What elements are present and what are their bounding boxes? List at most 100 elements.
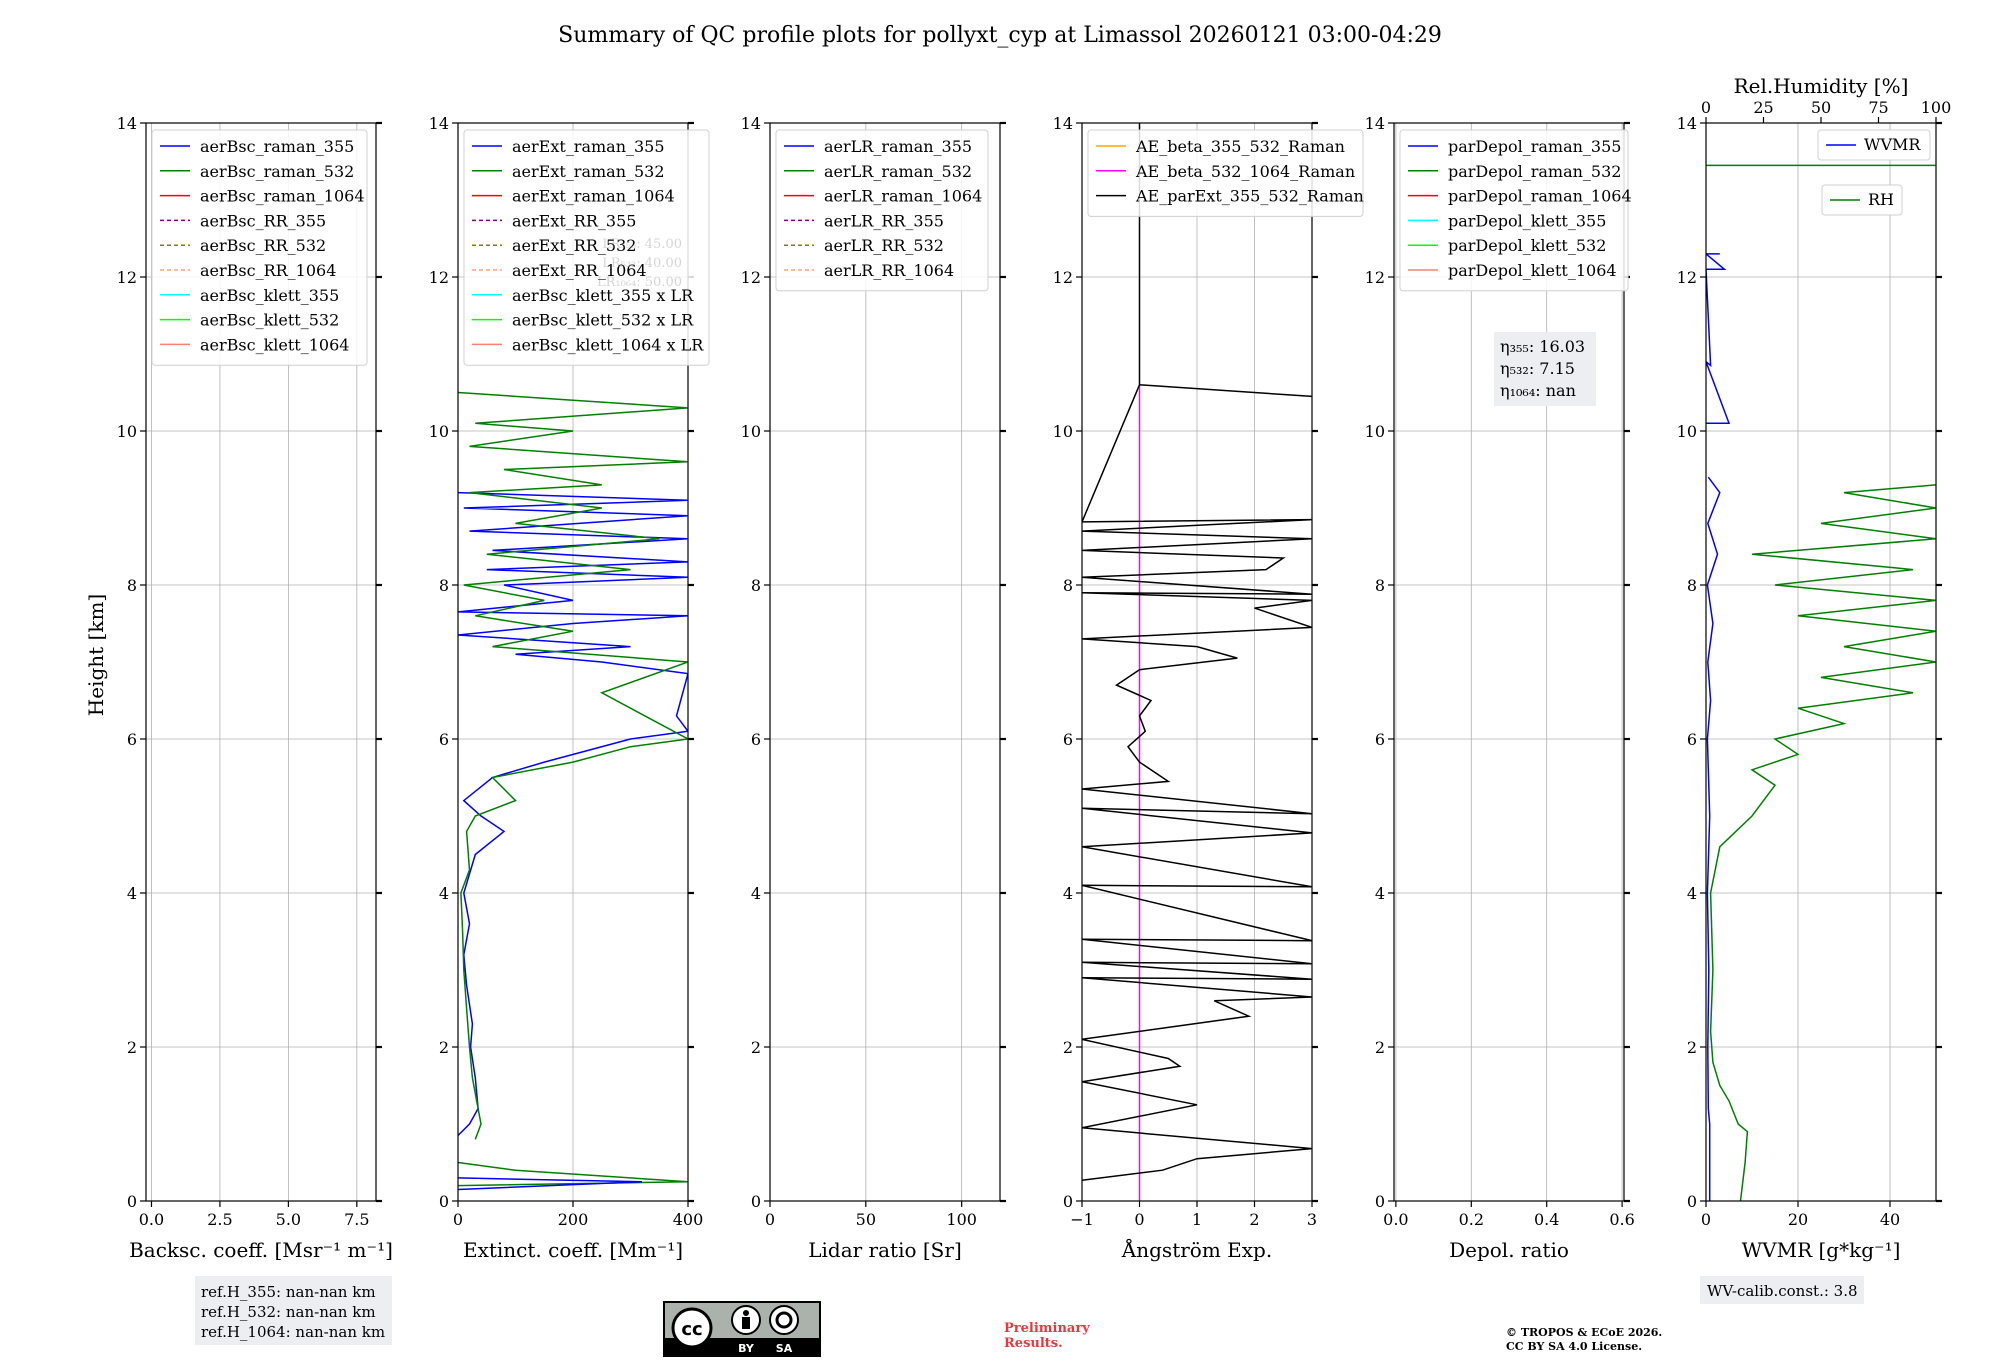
x-tick-label: 40 (1880, 1210, 1900, 1229)
x-tick-label: 3 (1307, 1210, 1317, 1229)
y-tick-label: 2 (1375, 1038, 1385, 1057)
y-tick-label: 14 (1365, 114, 1385, 133)
eta-box (1494, 332, 1596, 406)
y-tick-label: 12 (429, 268, 449, 287)
legend-box (463, 129, 710, 366)
series-aerExt_raman_355 (458, 491, 688, 1137)
y-tick-label: 14 (117, 114, 137, 133)
y-tick-label: 6 (127, 730, 137, 749)
legend-label: aerBsc_RR_532 (200, 236, 326, 255)
y-tick-label: 12 (741, 268, 761, 287)
panel-lidar_ratio: 0 2 4 6 8 10 12 14 0 50 100 Lidar ratio [Sr] aerLR_r… (741, 114, 1006, 1262)
ref-height-box: ref.H_355: nan-nan km ref.H_532: nan-nan… (195, 1276, 392, 1345)
y-tick-label: 10 (1365, 422, 1385, 441)
legend-box-RH (1821, 184, 1903, 216)
x-axis-label: Lidar ratio [Sr] (808, 1238, 962, 1262)
series-aerExt_raman_532 (458, 391, 688, 1140)
top-tick-label: 100 (1921, 98, 1952, 117)
wv-calib-box: WV-calib.const.: 3.8 (1700, 1276, 1864, 1304)
panel-extinction: 0 2 4 6 8 10 12 14 0 200 400 Extinct. coeff. [Mm⁻¹]… (429, 114, 710, 1262)
x-tick-label: 0.2 (1459, 1210, 1484, 1229)
y-tick-label: 12 (1677, 268, 1697, 287)
legend-label: aerBsc_klett_355 x LR (512, 286, 694, 305)
legend-label: aerExt_raman_1064 (512, 187, 675, 206)
series-AE_parExt_355_532_Raman (1082, 123, 1312, 1181)
legend-label: parDepol_raman_532 (1448, 162, 1621, 181)
legend-label: aerBsc_RR_355 (200, 211, 326, 230)
legend-label: aerExt_RR_355 (512, 211, 636, 230)
copyright-note: © TROPOS & ECoE 2026. CC BY SA 4.0 Licen… (1506, 1326, 1662, 1353)
y-tick-label: 4 (127, 884, 137, 903)
legend-label: AE_beta_355_532_Raman (1135, 137, 1345, 156)
y-tick-label: 0 (751, 1192, 761, 1211)
x-tick-label: 100 (946, 1210, 977, 1229)
legend-label: RH (1868, 190, 1894, 209)
y-tick-label: 14 (429, 114, 449, 133)
y-tick-label: 4 (1375, 884, 1385, 903)
y-tick-label: 6 (439, 730, 449, 749)
x-axis-label: Extinct. coeff. [Mm⁻¹] (463, 1238, 683, 1262)
y-tick-label: 14 (1677, 114, 1697, 133)
y-tick-label: 8 (751, 576, 761, 595)
legend-label: aerLR_RR_355 (824, 211, 944, 230)
y-tick-label: 2 (751, 1038, 761, 1057)
copyright-line-2: CC BY SA 4.0 License. (1506, 1340, 1642, 1353)
series-aerExt_raman_355_low (458, 1177, 643, 1191)
eta-label: η₅₃₂: 7.15 (1500, 359, 1575, 378)
y-tick-label: 6 (1687, 730, 1697, 749)
y-tick-label: 10 (429, 422, 449, 441)
y-tick-label: 4 (751, 884, 761, 903)
top-tick-label: 0 (1701, 98, 1711, 117)
legend-label: aerBsc_klett_1064 x LR (512, 335, 704, 354)
legend-label: parDepol_raman_1064 (1448, 187, 1632, 206)
x-tick-label: 0 (453, 1210, 463, 1229)
series-aerExt_raman_532_low (458, 1161, 688, 1187)
y-tick-label: 10 (1677, 422, 1697, 441)
cc-by-sa-badge: cc BY SA (663, 1301, 821, 1357)
y-tick-label: 2 (1687, 1038, 1697, 1057)
y-tick-label: 10 (117, 422, 137, 441)
top-tick-label: 25 (1753, 98, 1773, 117)
x-tick-label: 2.5 (207, 1210, 232, 1229)
legend-label: aerBsc_klett_532 x LR (512, 311, 694, 330)
x-tick-label: 0.4 (1534, 1210, 1559, 1229)
y-tick-label: 12 (1053, 268, 1073, 287)
legend-label: aerBsc_raman_532 (200, 162, 354, 181)
x-tick-label: 200 (558, 1210, 589, 1229)
y-tick-label: 0 (439, 1192, 449, 1211)
x-tick-label: 0 (1701, 1210, 1711, 1229)
legend-box (775, 129, 989, 292)
top-axis-label: Rel.Humidity [%] (1734, 74, 1909, 98)
legend-label: aerExt_RR_532 (512, 236, 636, 255)
legend-label: aerExt_raman_532 (512, 162, 665, 181)
legend-box (1087, 129, 1364, 217)
lidar-ratio-note: LR₅₃₂: 40.00 (602, 256, 682, 271)
legend-label: aerLR_raman_532 (824, 162, 972, 181)
y-tick-label: 2 (1063, 1038, 1073, 1057)
x-tick-label: 0.0 (1383, 1210, 1408, 1229)
top-tick-label: 50 (1811, 98, 1831, 117)
legend-box-WVMR (1817, 129, 1931, 161)
legend-label: aerExt_RR_1064 (512, 261, 647, 280)
x-tick-label: 0.6 (1609, 1210, 1634, 1229)
x-axis-label: Depol. ratio (1449, 1238, 1569, 1262)
axes-frame (1705, 122, 1937, 1202)
series-WVMR_high (1706, 253, 1731, 425)
preliminary-note: Preliminary Results. (1004, 1321, 1090, 1351)
y-tick-label: 12 (117, 268, 137, 287)
y-tick-label: 8 (439, 576, 449, 595)
x-tick-label: 0 (1134, 1210, 1144, 1229)
y-axis-label: Height [km] (84, 594, 108, 716)
legend-label: AE_beta_532_1064_Raman (1135, 162, 1355, 181)
badge-sa-label: SA (776, 1342, 793, 1355)
legend-box (1399, 129, 1629, 292)
y-tick-label: 14 (1053, 114, 1073, 133)
legend-label: parDepol_klett_532 (1448, 236, 1606, 255)
y-tick-label: 0 (1687, 1192, 1697, 1211)
legend-label: aerBsc_raman_1064 (200, 187, 365, 206)
legend-label: aerLR_RR_1064 (824, 261, 954, 280)
y-tick-label: 8 (127, 576, 137, 595)
series-WVMR (1706, 476, 1721, 1201)
legend-label: aerBsc_klett_355 (200, 286, 339, 305)
